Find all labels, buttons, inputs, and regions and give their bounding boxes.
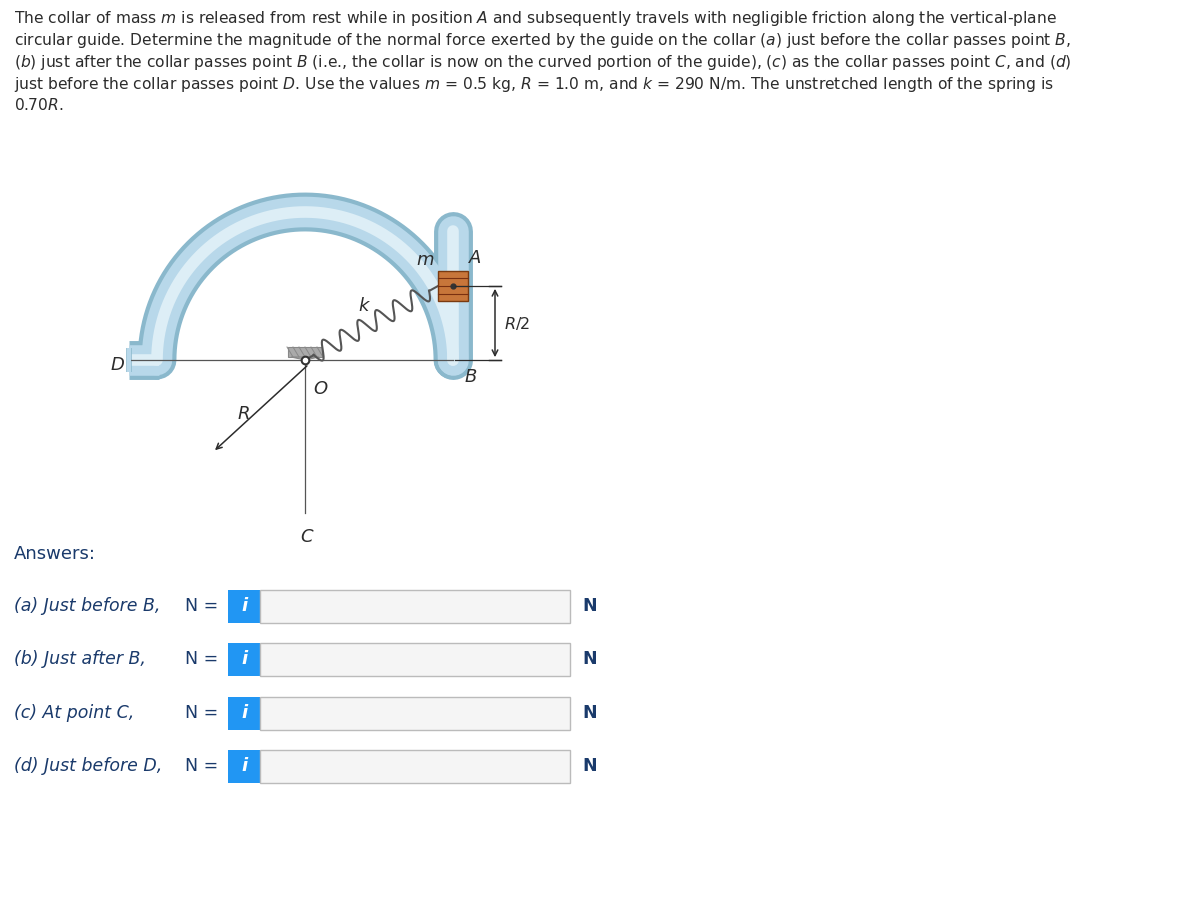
Text: N =: N = [185, 597, 218, 615]
Text: N =: N = [185, 704, 218, 722]
FancyBboxPatch shape [228, 750, 260, 782]
Text: (b) Just after B,: (b) Just after B, [14, 650, 146, 668]
Text: B: B [466, 368, 478, 386]
Text: ($b$) just after the collar passes point $B$ (i.e., the collar is now on the cur: ($b$) just after the collar passes point… [14, 53, 1072, 72]
Text: (c) At point C,: (c) At point C, [14, 704, 134, 722]
Text: 0.70$R$.: 0.70$R$. [14, 97, 64, 113]
Text: C: C [300, 528, 313, 546]
Text: circular guide. Determine the magnitude of the normal force exerted by the guide: circular guide. Determine the magnitude … [14, 31, 1072, 50]
Polygon shape [292, 357, 319, 360]
Text: The collar of mass $m$ is released from rest while in position $A$ and subsequen: The collar of mass $m$ is released from … [14, 9, 1057, 28]
Text: i: i [241, 597, 247, 615]
Text: N: N [582, 757, 596, 775]
Text: i: i [241, 704, 247, 722]
Text: $R$: $R$ [236, 405, 250, 423]
Text: $m$: $m$ [416, 251, 434, 269]
Text: Answers:: Answers: [14, 545, 96, 563]
Text: O: O [313, 380, 328, 398]
Text: N =: N = [185, 757, 218, 775]
Text: i: i [241, 650, 247, 668]
FancyBboxPatch shape [228, 642, 260, 676]
Text: D: D [112, 356, 125, 374]
FancyBboxPatch shape [260, 642, 570, 676]
FancyBboxPatch shape [260, 750, 570, 782]
Text: just before the collar passes point $D$. Use the values $m$ = 0.5 kg, $R$ = 1.0 : just before the collar passes point $D$.… [14, 75, 1054, 94]
Text: $R$/2: $R$/2 [504, 314, 530, 332]
Text: (d) Just before D,: (d) Just before D, [14, 757, 162, 775]
Text: A: A [469, 249, 481, 267]
Text: N =: N = [185, 650, 218, 668]
Text: i: i [241, 757, 247, 775]
Text: $k$: $k$ [358, 296, 371, 314]
FancyBboxPatch shape [228, 696, 260, 730]
Text: N: N [582, 650, 596, 668]
Text: N: N [582, 597, 596, 615]
FancyBboxPatch shape [228, 589, 260, 623]
Text: N: N [582, 704, 596, 722]
Text: (a) Just before B,: (a) Just before B, [14, 597, 161, 615]
FancyBboxPatch shape [260, 589, 570, 623]
FancyBboxPatch shape [260, 696, 570, 730]
FancyBboxPatch shape [438, 271, 468, 301]
FancyBboxPatch shape [288, 347, 322, 357]
